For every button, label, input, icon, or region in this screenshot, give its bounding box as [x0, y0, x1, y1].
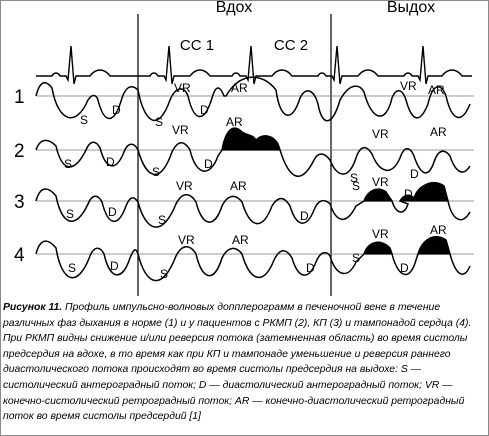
row-4-label-vr-out: VR [372, 227, 389, 241]
row-4-label-d3: D [400, 261, 409, 275]
cc2-label: СС 2 [274, 37, 308, 54]
doppler-diagram: Вдох Выдох СС 1 СС 2 1 2 3 4 S D VR AR S… [14, 0, 474, 296]
cc1-label: СС 1 [180, 37, 214, 54]
row-number-3: 3 [14, 192, 25, 213]
row-4-label-d2: D [306, 261, 315, 275]
row-1-label-d2: D [200, 103, 209, 117]
doppler-figure: Вдох Выдох СС 1 СС 2 1 2 3 4 S D VR AR S… [14, 0, 474, 296]
row-3-label-vr-in: VR [176, 179, 193, 193]
row-4-label-vr-in: VR [178, 233, 195, 247]
inhale-label: Вдох [216, 0, 253, 16]
row-3-label-s2: S [158, 213, 166, 227]
caption-title: Рисунок 11. [3, 302, 63, 313]
row-2-label-s3: S [350, 171, 358, 185]
row-4-label-d1: D [110, 259, 119, 273]
row-1-label-ar-out: AR [428, 83, 445, 97]
row-1-label-s2: S [155, 115, 163, 129]
row-2-label-d1: D [106, 155, 115, 169]
row-3-label-s3: S [352, 179, 360, 193]
row-1-label-vr-out: VR [400, 79, 417, 93]
row-1-label-ar-in: AR [231, 81, 248, 95]
waveform-row-1: S D VR AR S D VR AR [35, 76, 471, 129]
waveform-row-3: S D VR AR S D S VR D [35, 175, 471, 228]
row-4-label-ar-in: AR [232, 233, 249, 247]
row-4-label-s1: S [68, 261, 76, 275]
row-number-4: 4 [14, 245, 25, 266]
row-3-label-vr-out: VR [372, 175, 389, 189]
row-number-2: 2 [14, 141, 25, 162]
waveform-row-2: S D VR AR S D VR AR S D [35, 115, 471, 185]
row-number-1: 1 [14, 87, 25, 108]
row-2-label-ar-out: AR [430, 125, 447, 139]
row-2-label-d2: D [204, 157, 213, 171]
row-4-label-ar-out: AR [430, 223, 447, 237]
row-3-label-d3: D [404, 187, 413, 201]
exhale-label: Выдох [387, 0, 435, 16]
row-2-label-ar-in: AR [226, 115, 243, 129]
row-4-shaded-reversal-1 [363, 241, 393, 255]
row-1-label-s1: S [80, 113, 88, 127]
row-2-label-vr-out: VR [372, 127, 389, 141]
row-4-label-s2: S [160, 267, 168, 281]
figure-caption: Рисунок 11. Профиль импульсно-волновых д… [3, 300, 486, 425]
row-3-label-s1: S [66, 207, 74, 221]
ecg-trace [36, 45, 472, 85]
row-1-label-vr-in: VR [174, 81, 191, 95]
caption-body: Профиль импульсно-волновых допплерограмм… [3, 302, 472, 423]
row-3-label-d1: D [108, 205, 117, 219]
waveform-row-4: S D VR AR S D VR AR S D [35, 223, 471, 282]
row-2-label-d3: D [410, 167, 419, 181]
row-3-label-d2: D [300, 209, 309, 223]
row-2-label-s1: S [64, 157, 72, 171]
row-2-label-s2: S [152, 165, 160, 179]
row-1-label-d1: D [112, 103, 121, 117]
row-4-label-s3: S [352, 251, 360, 265]
row-2-shaded-reversal [221, 127, 281, 151]
row-3-label-ar-in: AR [230, 179, 247, 193]
row-2-label-vr-in: VR [172, 123, 189, 137]
